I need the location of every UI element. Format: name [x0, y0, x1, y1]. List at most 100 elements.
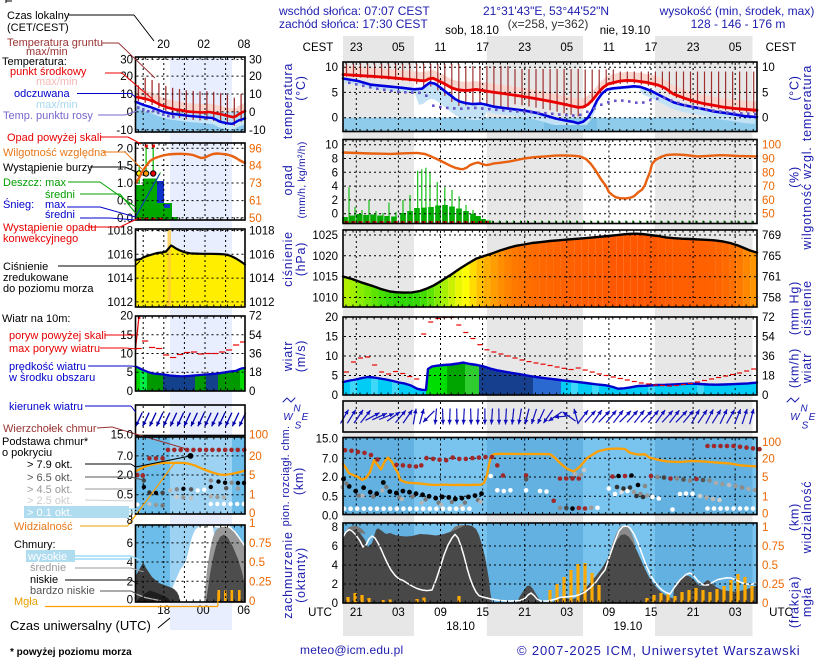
svg-text:7.0: 7.0: [322, 453, 338, 465]
svg-text:wiatr: wiatr: [281, 341, 295, 372]
svg-text:N: N: [800, 404, 808, 415]
svg-text:84: 84: [249, 161, 262, 173]
svg-text:UTC: UTC: [769, 607, 793, 619]
svg-text:do poziomu morza: do poziomu morza: [3, 283, 94, 295]
svg-text:80: 80: [762, 167, 775, 179]
svg-text:05: 05: [392, 42, 405, 54]
svg-text:(x=258, y=362): (x=258, y=362): [508, 17, 589, 31]
svg-text:0: 0: [762, 113, 768, 125]
svg-text:15.0: 15.0: [111, 429, 133, 441]
svg-text:W: W: [790, 412, 801, 423]
svg-text:5: 5: [332, 87, 338, 99]
svg-text:4: 4: [332, 181, 339, 193]
svg-text:15: 15: [120, 330, 133, 342]
svg-text:4: 4: [127, 557, 134, 569]
svg-text:Chmury:: Chmury:: [14, 539, 56, 551]
svg-text:09: 09: [603, 607, 616, 619]
svg-text:wiatr: wiatr: [800, 353, 814, 384]
svg-text:03: 03: [729, 607, 742, 619]
svg-text:10: 10: [120, 349, 133, 361]
svg-text:> 4.5 okt.: > 4.5 okt.: [27, 484, 73, 496]
svg-text:Wystąpienie opadu: Wystąpienie opadu: [3, 222, 96, 234]
svg-text:0: 0: [762, 509, 768, 521]
svg-text:w środku obszaru: w środku obszaru: [8, 372, 95, 384]
svg-text:średni: średni: [45, 209, 75, 221]
svg-text:o pokryciu: o pokryciu: [2, 447, 52, 459]
svg-text:0: 0: [332, 113, 338, 125]
svg-text:769: 769: [762, 230, 781, 242]
svg-text:23: 23: [518, 42, 531, 54]
svg-text:1015: 1015: [312, 272, 338, 284]
svg-text:(mm/h, kg/m²/h): (mm/h, kg/m²/h): [296, 141, 308, 218]
svg-text:(°C): (°C): [788, 75, 802, 101]
svg-text:11: 11: [435, 42, 447, 54]
svg-text:(frakcja): (frakcja): [788, 576, 802, 628]
svg-text:Czas uniwersalny (UTC): Czas uniwersalny (UTC): [10, 618, 151, 633]
svg-text:5: 5: [762, 472, 768, 484]
svg-text:1: 1: [249, 518, 255, 530]
svg-text:20: 20: [157, 39, 170, 51]
svg-text:18.10: 18.10: [446, 621, 475, 633]
svg-text:> 0.1 okt.: > 0.1 okt.: [27, 507, 73, 519]
svg-text:1: 1: [762, 491, 768, 503]
svg-text:72: 72: [249, 311, 262, 323]
svg-text:20: 20: [249, 71, 262, 83]
svg-text:widzialność: widzialność: [800, 481, 814, 555]
svg-text:19.10: 19.10: [614, 621, 643, 633]
svg-text:Temp. punktu rosy: Temp. punktu rosy: [3, 110, 93, 122]
svg-text:(%): (%): [788, 166, 802, 188]
svg-text:0: 0: [249, 508, 255, 520]
svg-text:0.5: 0.5: [322, 491, 338, 503]
svg-text:1014: 1014: [107, 273, 133, 285]
svg-text:09: 09: [434, 607, 447, 619]
svg-text:15: 15: [325, 332, 338, 344]
svg-text:7.0: 7.0: [117, 451, 133, 463]
svg-text:54: 54: [762, 332, 775, 344]
svg-text:1: 1: [249, 490, 255, 502]
svg-text:N: N: [293, 404, 301, 415]
svg-text:zachód słońca: 17:30 CEST: zachód słońca: 17:30 CEST: [279, 17, 428, 31]
svg-text:2.0: 2.0: [117, 470, 133, 482]
svg-text:Temperatura:: Temperatura:: [2, 56, 67, 68]
svg-text:2: 2: [332, 579, 338, 591]
svg-text:0: 0: [249, 386, 255, 398]
svg-text:max/min: max/min: [36, 76, 78, 88]
svg-text:10: 10: [249, 89, 262, 101]
svg-text:23: 23: [350, 42, 363, 54]
svg-text:> 7.9 okt.: > 7.9 okt.: [27, 459, 73, 471]
svg-text:100: 100: [762, 140, 781, 152]
svg-text:96: 96: [249, 143, 262, 155]
svg-text:(CET/CEST): (CET/CEST): [7, 22, 69, 34]
svg-text:8: 8: [332, 522, 338, 534]
svg-text:8: 8: [127, 515, 133, 527]
svg-text:100: 100: [762, 437, 781, 449]
svg-text:-10: -10: [249, 125, 266, 137]
svg-text:-10: -10: [116, 125, 133, 137]
svg-text:1012: 1012: [249, 297, 275, 309]
svg-text:(mm Hg): (mm Hg): [788, 281, 802, 335]
svg-text:73: 73: [249, 178, 262, 190]
svg-text:Wystąpienie burzy: Wystąpienie burzy: [3, 162, 93, 174]
svg-text:średni: średni: [45, 189, 75, 201]
svg-text:* powyżej poziomu morza: * powyżej poziomu morza: [10, 647, 132, 658]
svg-text:(°C): (°C): [294, 75, 308, 101]
svg-text:wilgotność wzgl.: wilgotność wzgl.: [800, 146, 814, 250]
svg-text:10: 10: [120, 89, 133, 101]
svg-text:sob, 18.10: sob, 18.10: [445, 25, 499, 37]
svg-text:Temperatura gruntu: Temperatura gruntu: [7, 37, 103, 49]
svg-text:0: 0: [762, 390, 768, 402]
svg-text:S: S: [802, 421, 809, 432]
svg-text:zachmurzenie: zachmurzenie: [281, 531, 295, 618]
svg-text:1025: 1025: [312, 230, 338, 242]
svg-text:03: 03: [392, 607, 405, 619]
svg-text:03: 03: [560, 607, 573, 619]
svg-text:765: 765: [762, 251, 781, 263]
svg-text:zredukowane: zredukowane: [3, 272, 68, 284]
svg-text:54: 54: [249, 330, 262, 342]
svg-text:max porywy wiatru: max porywy wiatru: [9, 343, 100, 355]
svg-text:72: 72: [762, 312, 775, 324]
svg-text:5: 5: [332, 371, 338, 383]
svg-text:opad: opad: [281, 164, 295, 195]
svg-text:© 2007-2025 ICM, Uniwersytet W: © 2007-2025 ICM, Uniwersytet Warszawski: [517, 643, 801, 658]
svg-text:5: 5: [127, 367, 133, 379]
